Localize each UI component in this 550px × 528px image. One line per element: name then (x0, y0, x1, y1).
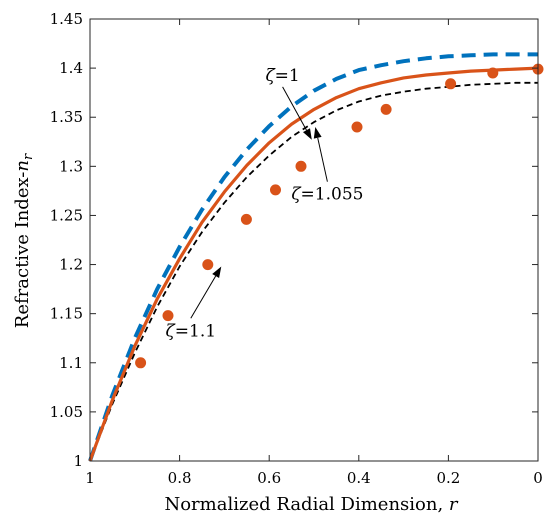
x-axis-label-text: Normalized Radial Dimension, (164, 494, 448, 515)
annotation-value: =1 (275, 66, 300, 86)
data-point-marker (135, 357, 147, 369)
tick-label-layer: 1 0.8 0.6 0.4 0.2 0 1 1.05 1.1 1.15 1.2 1.25 1.3 1.35… (50, 10, 543, 487)
plot-frame (89, 18, 539, 462)
data-point-marker (487, 67, 499, 79)
annotation-value: =1.1 (175, 321, 216, 341)
y-axis-label-text: Refractive Index- (12, 172, 33, 329)
annotation-arrow-shaft (190, 275, 217, 319)
data-point-marker (202, 259, 214, 271)
data-point-marker (240, 213, 252, 225)
y-tick-label: 1.3 (59, 157, 83, 175)
annotation-arrow-head (212, 266, 222, 278)
annotation-arrow-shaft (282, 86, 307, 131)
x-tick-label: 0 (533, 469, 543, 487)
annotation-arrow-shaft (317, 137, 328, 182)
y-tick-label: 1 (73, 452, 83, 470)
x-tick-label: 0.2 (436, 469, 460, 487)
series-layer (88, 52, 544, 462)
data-point-marker (380, 103, 392, 115)
x-axis-label-variable: r (449, 494, 459, 515)
data-point-marker (295, 160, 307, 172)
annotation-value: =1.055 (301, 185, 364, 205)
axes-layer (89, 18, 539, 462)
y-tick-label: 1.35 (50, 108, 83, 126)
annotation-label-1: ζ=1 (265, 66, 299, 86)
y-axis-label-variable: n (12, 160, 33, 172)
annotation-symbol: ζ (265, 66, 276, 86)
y-tick-label: 1.4 (59, 59, 83, 77)
annotation-symbol: ζ (291, 185, 302, 205)
data-point-marker (351, 121, 363, 133)
y-tick-label: 1.2 (59, 256, 83, 274)
annotation-label-3: ζ=1.1 (166, 321, 217, 341)
annotation-label-2: ζ=1.055 (291, 185, 363, 205)
data-point-marker (270, 184, 281, 196)
x-tick-label: 0.4 (347, 469, 371, 487)
x-tick-label: 1 (85, 469, 95, 487)
series-line-1 (88, 52, 538, 462)
annotation-arrow-head (303, 128, 312, 140)
series-line-2 (88, 66, 539, 462)
series-line-3 (89, 81, 538, 462)
y-tick-label: 1.25 (50, 206, 83, 224)
y-axis-label: Refractive Index-nr (12, 153, 36, 328)
data-point-marker (445, 78, 457, 90)
x-tick-label: 0.8 (168, 469, 192, 487)
x-axis-label: Normalized Radial Dimension, r (164, 494, 458, 515)
annotation-symbol: ζ (166, 321, 177, 341)
y-tick-label: 1.45 (50, 10, 83, 28)
x-tick-label: 0.6 (257, 469, 281, 487)
data-point-marker (162, 310, 174, 322)
y-tick-label: 1.1 (59, 354, 83, 372)
y-tick-label: 1.05 (50, 403, 83, 421)
y-tick-label: 1.15 (50, 305, 83, 323)
annotation-arrow-head (313, 127, 322, 139)
y-axis-label-subscript: r (21, 153, 36, 160)
